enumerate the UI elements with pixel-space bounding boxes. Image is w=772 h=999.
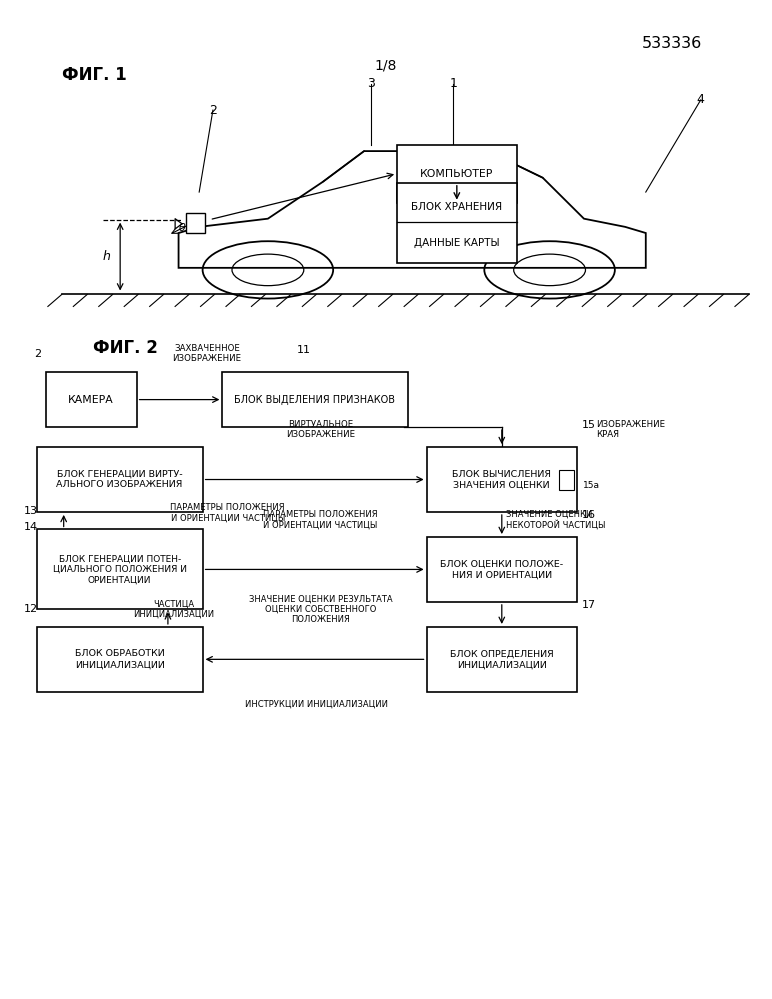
Text: 2: 2 (34, 349, 42, 360)
FancyBboxPatch shape (397, 183, 516, 263)
Text: ИЗОБРАЖЕНИЕ
КРАЯ: ИЗОБРАЖЕНИЕ КРАЯ (597, 420, 665, 440)
Text: 533336: 533336 (642, 36, 702, 52)
Text: БЛОК ОБРАБОТКИ
ИНИЦИАЛИЗАЦИИ: БЛОК ОБРАБОТКИ ИНИЦИАЛИЗАЦИИ (75, 649, 164, 669)
Text: 1/8: 1/8 (375, 59, 397, 73)
Text: 4: 4 (697, 93, 705, 107)
Text: 1: 1 (449, 77, 457, 90)
Text: 15: 15 (581, 420, 596, 431)
Text: 11: 11 (296, 345, 310, 356)
FancyBboxPatch shape (558, 470, 574, 490)
Text: 16: 16 (581, 509, 596, 520)
FancyBboxPatch shape (397, 145, 516, 203)
Text: ЗНАЧЕНИЕ ОЦЕНКИ
НЕКОТОРОЙ ЧАСТИЦЫ: ЗНАЧЕНИЕ ОЦЕНКИ НЕКОТОРОЙ ЧАСТИЦЫ (506, 509, 605, 529)
Text: ЧАСТИЦА
ИНИЦИАЛИЗАЦИИ: ЧАСТИЦА ИНИЦИАЛИЗАЦИИ (133, 599, 215, 619)
Text: БЛОК ВЫДЕЛЕНИЯ ПРИЗНАКОВ: БЛОК ВЫДЕЛЕНИЯ ПРИЗНАКОВ (235, 395, 395, 405)
FancyBboxPatch shape (46, 372, 137, 428)
Text: КАМЕРА: КАМЕРА (68, 395, 114, 405)
Text: ФИГ. 2: ФИГ. 2 (93, 339, 157, 357)
Text: ЗНАЧЕНИЕ ОЦЕНКИ РЕЗУЛЬТАТА
ОЦЕНКИ СОБСТВЕННОГО
ПОЛОЖЕНИЯ: ЗНАЧЕНИЕ ОЦЕНКИ РЕЗУЛЬТАТА ОЦЕНКИ СОБСТВ… (249, 594, 392, 624)
Text: 12: 12 (23, 603, 38, 614)
FancyBboxPatch shape (186, 213, 205, 233)
Text: ДАННЫЕ КАРТЫ: ДАННЫЕ КАРТЫ (414, 238, 499, 248)
Text: ФИГ. 1: ФИГ. 1 (62, 66, 127, 84)
Text: ПАРАМЕТРЫ ПОЛОЖЕНИЯ
И ОРИЕНТАЦИИ ЧАСТИЦЫ: ПАРАМЕТРЫ ПОЛОЖЕНИЯ И ОРИЕНТАЦИИ ЧАСТИЦЫ (263, 509, 378, 529)
Text: ИНСТРУКЦИИ ИНИЦИАЛИЗАЦИИ: ИНСТРУКЦИИ ИНИЦИАЛИЗАЦИИ (245, 699, 388, 709)
Text: h: h (103, 250, 110, 263)
FancyBboxPatch shape (36, 448, 202, 511)
Text: БЛОК ОЦЕНКИ ПОЛОЖЕ-
НИЯ И ОРИЕНТАЦИИ: БЛОК ОЦЕНКИ ПОЛОЖЕ- НИЯ И ОРИЕНТАЦИИ (440, 559, 564, 579)
FancyBboxPatch shape (426, 627, 577, 691)
Text: ПАРАМЕТРЫ ПОЛОЖЕНИЯ
И ОРИЕНТАЦИИ ЧАСТИЦЫ: ПАРАМЕТРЫ ПОЛОЖЕНИЯ И ОРИЕНТАЦИИ ЧАСТИЦЫ (171, 502, 285, 522)
Text: 2: 2 (209, 104, 217, 117)
Text: 13: 13 (23, 506, 38, 516)
Text: КОМПЬЮТЕР: КОМПЬЮТЕР (420, 169, 493, 179)
Text: θ: θ (178, 223, 185, 233)
FancyBboxPatch shape (426, 448, 577, 511)
Text: ВИРТУАЛЬНОЕ
ИЗОБРАЖЕНИЕ: ВИРТУАЛЬНОЕ ИЗОБРАЖЕНИЕ (286, 420, 355, 440)
Text: 17: 17 (581, 599, 596, 610)
Text: ЗАХВАЧЕННОЕ
ИЗОБРАЖЕНИЕ: ЗАХВАЧЕННОЕ ИЗОБРАЖЕНИЕ (172, 344, 242, 364)
Text: БЛОК ОПРЕДЕЛЕНИЯ
ИНИЦИАЛИЗАЦИИ: БЛОК ОПРЕДЕЛЕНИЯ ИНИЦИАЛИЗАЦИИ (450, 649, 554, 669)
FancyBboxPatch shape (36, 529, 202, 609)
Text: БЛОК ХРАНЕНИЯ: БЛОК ХРАНЕНИЯ (411, 202, 503, 212)
Text: БЛОК ГЕНЕРАЦИИ ПОТЕН-
ЦИАЛЬНОГО ПОЛОЖЕНИЯ И
ОРИЕНТАЦИИ: БЛОК ГЕНЕРАЦИИ ПОТЕН- ЦИАЛЬНОГО ПОЛОЖЕНИ… (52, 554, 187, 584)
FancyBboxPatch shape (222, 372, 408, 428)
Text: 14: 14 (23, 521, 38, 532)
Text: 3: 3 (367, 77, 375, 90)
Text: БЛОК ВЫЧИСЛЕНИЯ
ЗНАЧЕНИЯ ОЦЕНКИ: БЛОК ВЫЧИСЛЕНИЯ ЗНАЧЕНИЯ ОЦЕНКИ (452, 470, 551, 490)
Text: 15a: 15a (584, 481, 601, 491)
Text: БЛОК ГЕНЕРАЦИИ ВИРТУ-
АЛЬНОГО ИЗОБРАЖЕНИЯ: БЛОК ГЕНЕРАЦИИ ВИРТУ- АЛЬНОГО ИЗОБРАЖЕНИ… (56, 470, 183, 490)
FancyBboxPatch shape (36, 627, 202, 691)
FancyBboxPatch shape (426, 537, 577, 601)
